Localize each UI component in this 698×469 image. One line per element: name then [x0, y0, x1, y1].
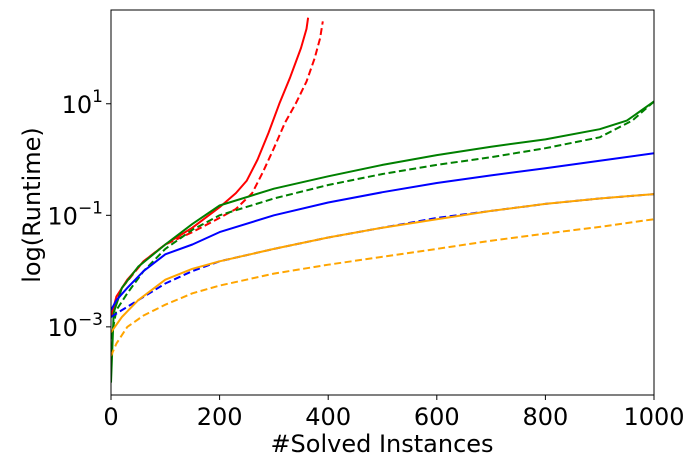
- x-tick-label: 1000: [623, 403, 684, 431]
- series-line-7: [111, 193, 654, 333]
- y-axis-label: log(Runtime): [18, 127, 46, 283]
- series-line-8: [111, 218, 654, 357]
- x-tick-label: 200: [197, 403, 243, 431]
- x-axis-label: #Solved Instances: [270, 430, 493, 458]
- series-line-4: [111, 100, 654, 340]
- y-tick-label: 10−1: [47, 198, 103, 230]
- x-tick-label: 400: [305, 403, 351, 431]
- x-tick-label: 0: [103, 403, 118, 431]
- plot-area: [111, 10, 654, 395]
- plot-frame: [110, 9, 655, 396]
- series-line-5: [111, 152, 654, 311]
- series-line-3: [111, 100, 654, 383]
- y-tick-label: 10−3: [47, 310, 103, 342]
- x-tick-label: 800: [522, 403, 568, 431]
- y-tick-label: 101: [62, 87, 103, 119]
- x-tick-label: 600: [414, 403, 460, 431]
